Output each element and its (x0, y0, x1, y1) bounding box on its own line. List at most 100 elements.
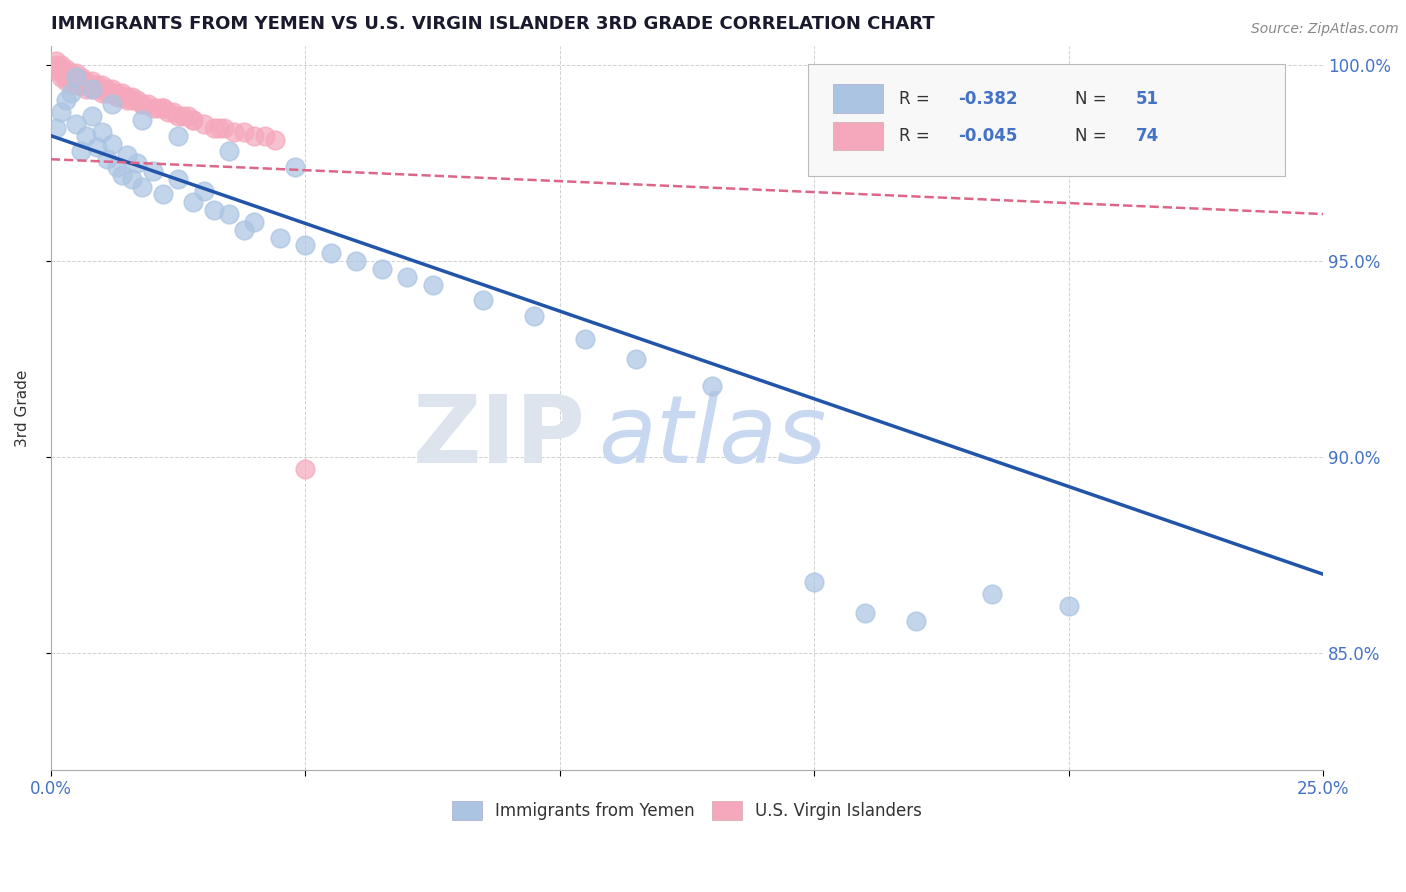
Point (80, 78, 103, 92)
Point (70, 145, 93, 159)
Point (193, 184, 215, 198)
Point (131, 97, 153, 112)
Point (115, 148, 138, 162)
Point (702, 379, 724, 393)
Point (111, 168, 134, 182)
Point (86, 81, 108, 95)
Point (70, 78, 93, 92)
Point (55, 94, 77, 108)
Point (131, 97, 153, 112)
Point (90, 81, 112, 95)
Point (396, 269, 419, 284)
Point (319, 246, 342, 260)
Point (60, 74, 83, 88)
Point (111, 86, 134, 100)
Point (75, 74, 97, 88)
Point (49, 70, 72, 84)
Point (70, 74, 93, 88)
Point (152, 101, 174, 115)
Point (101, 86, 124, 100)
Point (218, 145, 240, 159)
Point (101, 136, 124, 151)
Text: -0.045: -0.045 (957, 128, 1018, 145)
Text: Source: ZipAtlas.com: Source: ZipAtlas.com (1251, 22, 1399, 37)
Point (1057, 599, 1080, 613)
Point (49, 58, 72, 72)
Point (65, 78, 87, 92)
Point (60, 66, 83, 80)
Point (624, 351, 647, 366)
Point (55, 66, 77, 80)
Point (121, 89, 143, 103)
Point (90, 125, 112, 139)
Text: N =: N = (1076, 89, 1112, 108)
Point (167, 109, 190, 123)
Text: 74: 74 (1136, 128, 1160, 145)
Point (136, 97, 159, 112)
Point (90, 78, 112, 92)
FancyBboxPatch shape (834, 122, 883, 151)
Point (233, 222, 256, 236)
Point (222, 125, 245, 139)
Point (212, 120, 235, 135)
Point (904, 614, 927, 628)
Point (121, 171, 143, 186)
Point (96, 86, 118, 100)
Text: IMMIGRANTS FROM YEMEN VS U.S. VIRGIN ISLANDER 3RD GRADE CORRELATION CHART: IMMIGRANTS FROM YEMEN VS U.S. VIRGIN ISL… (51, 15, 935, 33)
Point (127, 94, 149, 108)
Point (111, 89, 134, 103)
Point (208, 120, 231, 135)
Point (981, 587, 1004, 601)
Text: R =: R = (900, 89, 935, 108)
Point (202, 203, 225, 218)
Point (422, 277, 444, 292)
Point (65, 70, 87, 84)
Point (142, 164, 165, 178)
Point (65, 70, 87, 84)
Point (86, 78, 108, 92)
Point (90, 81, 112, 95)
Point (853, 607, 876, 621)
FancyBboxPatch shape (834, 85, 883, 112)
Text: atlas: atlas (598, 392, 827, 483)
Point (45, 120, 67, 135)
Point (60, 70, 83, 84)
Point (152, 187, 174, 202)
Point (183, 113, 205, 128)
Point (243, 215, 266, 229)
Point (75, 81, 97, 95)
Point (86, 140, 108, 154)
Point (121, 94, 143, 108)
Point (263, 133, 285, 147)
Point (96, 152, 118, 166)
Point (131, 179, 153, 194)
Point (233, 125, 256, 139)
Text: -0.382: -0.382 (957, 89, 1018, 108)
Legend: Immigrants from Yemen, U.S. Virgin Islanders: Immigrants from Yemen, U.S. Virgin Islan… (446, 794, 928, 827)
Text: R =: R = (900, 128, 935, 145)
Point (115, 89, 138, 103)
Point (45, 54, 67, 69)
Point (96, 81, 118, 95)
Point (105, 89, 128, 103)
Point (65, 74, 87, 88)
Point (75, 128, 97, 143)
Point (294, 461, 316, 475)
Point (80, 81, 103, 95)
Point (574, 332, 596, 346)
Point (80, 78, 103, 92)
Point (101, 81, 124, 95)
Y-axis label: 3rd Grade: 3rd Grade (15, 369, 30, 447)
Point (80, 109, 103, 123)
Point (45, 58, 67, 72)
Point (202, 120, 225, 135)
Point (253, 128, 276, 143)
Point (167, 128, 190, 143)
Point (803, 575, 825, 590)
Point (284, 160, 307, 174)
Point (183, 113, 205, 128)
Text: ZIP: ZIP (412, 391, 585, 483)
Point (294, 238, 316, 252)
Text: N =: N = (1076, 128, 1112, 145)
Point (183, 195, 205, 210)
